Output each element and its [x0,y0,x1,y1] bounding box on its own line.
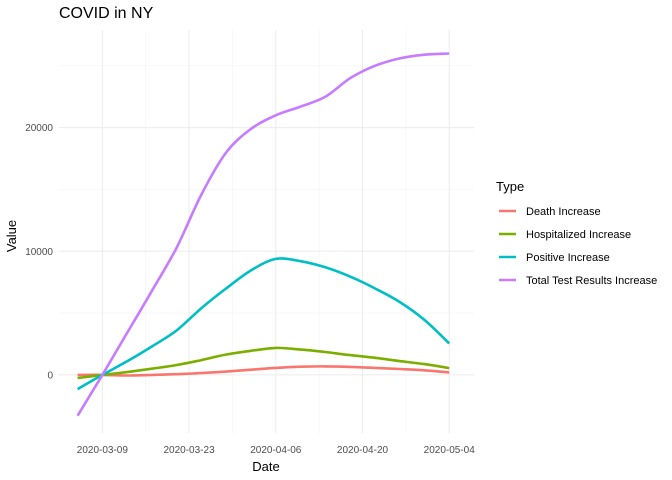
y-tick-label: 20000 [25,123,53,134]
series-line-death-increase [77,365,450,377]
legend: Type Death Increase Hospitalized Increase… [496,179,657,287]
y-tick-label: 10000 [25,247,53,258]
series-line-hospitalized-increase [77,346,450,380]
x-tick-label: 2020-04-06 [250,445,302,456]
x-tick-label: 2020-04-20 [337,445,389,456]
axis-ticks: 2020-03-09 2020-03-23 2020-04-06 2020-04-20… [25,123,475,456]
x-axis-title: Date [252,459,279,474]
series-line-positive-increase [76,257,451,391]
legend-label-total-test-results-increase: Total Test Results Increase [526,275,657,287]
legend-title: Type [496,179,524,194]
legend-label-hospitalized-increase: Hospitalized Increase [526,229,631,241]
series-line-total-test-results-increase [76,52,450,417]
y-axis-title: Value [4,220,19,252]
chart-title: COVID in NY [59,5,154,22]
y-tick-label: 0 [47,370,53,381]
grid [59,30,474,433]
x-tick-label: 2020-05-04 [424,445,476,456]
x-tick-label: 2020-03-09 [77,445,129,456]
legend-label-death-increase: Death Increase [526,206,601,218]
x-tick-label: 2020-03-23 [163,445,215,456]
legend-label-positive-increase: Positive Increase [526,252,610,264]
series-lines [76,52,451,417]
